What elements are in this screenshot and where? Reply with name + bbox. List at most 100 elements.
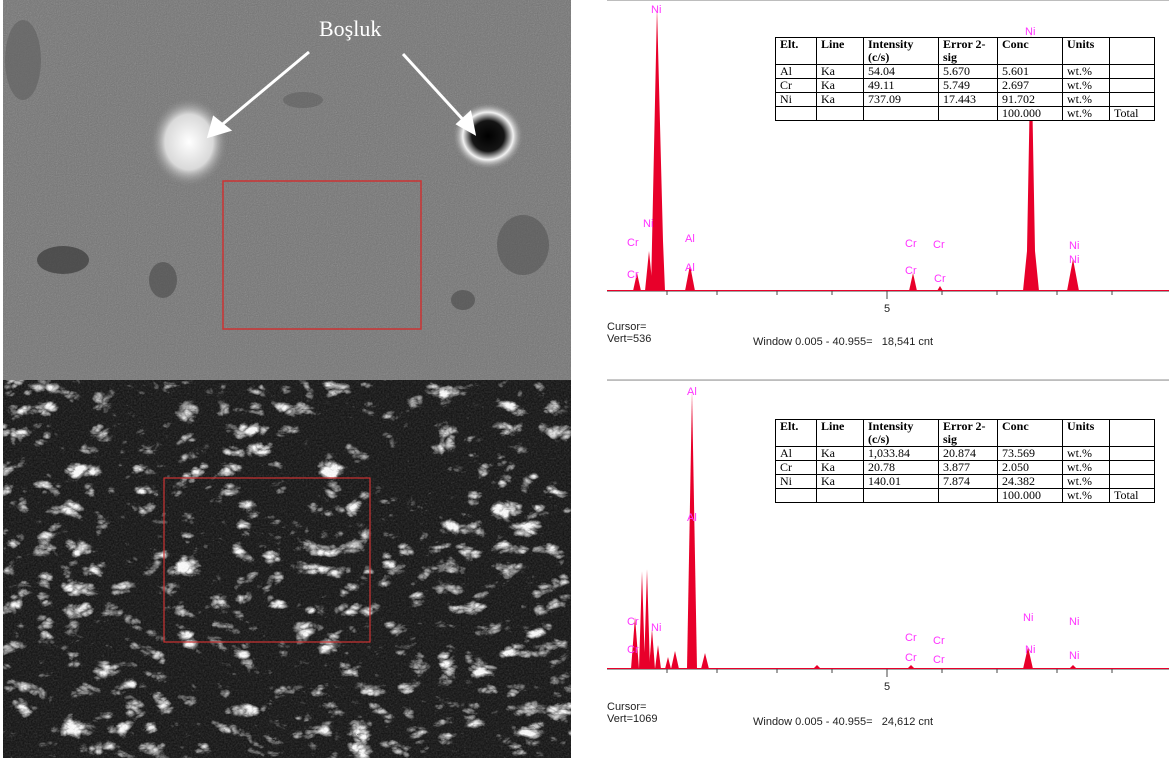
header-cell [1109,37,1155,65]
spectrum-peaks-top [607,7,1169,291]
peak-label: Ni [1069,254,1079,266]
axis-tick-label: 5 [884,303,891,315]
peak-label: Al [687,512,697,524]
table-row: Al Ka 1,033.84 20.874 73.569 wt.% [775,446,1155,461]
void-bright [149,96,229,188]
cell: 2.697 [997,78,1063,93]
peak-label: Cr [905,652,917,664]
cell: Cr [775,78,817,93]
cell: 140.01 [863,474,939,489]
cell: 54.04 [863,64,939,79]
cell: Al [775,64,817,79]
header-cell [1109,419,1155,447]
cell [816,488,864,503]
peak-label: Cr [627,616,639,628]
peak-label: Ni [1069,616,1079,628]
cell: wt.% [1062,78,1110,93]
arrow-icons [206,50,477,139]
composition-table-top: Elt. Line Intensity (c/s) Error 2-sig Co… [775,37,1155,121]
cell: 737.09 [863,92,939,107]
cell [1109,78,1155,93]
cell: Ka [816,92,864,107]
peak-label: Ni [643,218,653,230]
cell: 7.874 [938,474,998,489]
cell: 91.702 [997,92,1063,107]
cell: Ni [775,92,817,107]
cell: wt.% [1062,92,1110,107]
sem-image-bottom [3,380,571,758]
cell: wt.% [1062,64,1110,79]
peak-label: Cr [934,273,946,285]
peak-label: Ni [1069,240,1079,252]
peak-label: Cr [627,644,639,656]
header-cell: Elt. [775,37,817,65]
peak-label: Cr [933,635,945,647]
cell: 5.601 [997,64,1063,79]
cell: Total [1109,488,1155,503]
table-row: 100.000 wt.% Total [775,488,1155,503]
composition-table-bottom: Elt. Line Intensity (c/s) Error 2-sig Co… [775,419,1155,503]
header-cell: Elt. [775,419,817,447]
cell [1109,64,1155,79]
table-row: Cr Ka 20.78 3.877 2.050 wt.% [775,460,1155,475]
table-row: 100.000 wt.% Total [775,106,1155,121]
cell: 20.874 [938,446,998,461]
table-row: Ni Ka 737.09 17.443 91.702 wt.% [775,92,1155,107]
cell: Ka [816,64,864,79]
cell [863,106,939,121]
table-row: Cr Ka 49.11 5.749 2.697 wt.% [775,78,1155,93]
cell [938,488,998,503]
peak-label: Ni [651,4,661,16]
cell: 3.877 [938,460,998,475]
cell: Total [1109,106,1155,121]
cell [1109,446,1155,461]
peak-label: Cr [627,237,639,249]
void-dark [452,102,524,170]
sem-image-top: Boşluk [3,0,571,380]
sem-surface-texture [3,0,571,380]
cell: 2.050 [997,460,1063,475]
spectrum-plot-top: Ni Ni Ni Cr Cr Al Al Cr Cr Cr Cr Ni Ni [607,4,1169,299]
vert-label: Vert=1069 [607,713,658,725]
cell: Ka [816,460,864,475]
cursor-label: Cursor= [607,701,647,713]
cell: Ka [816,78,864,93]
header-cell: Intensity (c/s) [863,37,939,65]
table-header-row: Elt. Line Intensity (c/s) Error 2-sig Co… [775,419,1155,447]
cell: wt.% [1062,460,1110,475]
cell: 24.382 [997,474,1063,489]
cursor-label: Cursor= [607,321,647,333]
sem-fracture-texture [3,380,571,758]
peak-label: Al [685,233,695,245]
cell [863,488,939,503]
cell [1109,92,1155,107]
header-cell: Error 2-sig [938,419,998,447]
cell: 49.11 [863,78,939,93]
peak-label: Ni [1023,612,1033,624]
axis-tick-label: 5 [884,681,891,693]
spectrum-plot-bottom: Al Al Cr Ni Cr Cr Cr Cr Cr Ni Ni Ni Ni [607,386,1169,677]
cell: wt.% [1062,106,1110,121]
spectrum-peaks-bottom [607,391,1169,669]
header-cell: Error 2-sig [938,37,998,65]
cell: wt.% [1062,474,1110,489]
header-cell: Line [816,37,864,65]
peak-label: Al [685,262,695,274]
peak-label: Cr [905,238,917,250]
peak-label: Cr [627,269,639,281]
edx-spectrum-top: Ni Ni Ni Cr Cr Al Al Cr Cr Cr Cr Ni Ni 5… [607,0,1169,379]
cell: 17.443 [938,92,998,107]
peak-label: Ni [1025,26,1035,38]
cell: wt.% [1062,446,1110,461]
vert-label: Vert=536 [607,333,652,345]
window-label: Window 0.005 - 40.955= 18,541 cnt [753,336,934,348]
cell: Al [775,446,817,461]
cell: 73.569 [997,446,1063,461]
cell: Ka [816,446,864,461]
cell: Cr [775,460,817,475]
header-cell: Intensity (c/s) [863,419,939,447]
cell: 100.000 [997,488,1063,503]
header-cell: Units [1062,419,1110,447]
cell: 100.000 [997,106,1063,121]
cell: 1,033.84 [863,446,939,461]
